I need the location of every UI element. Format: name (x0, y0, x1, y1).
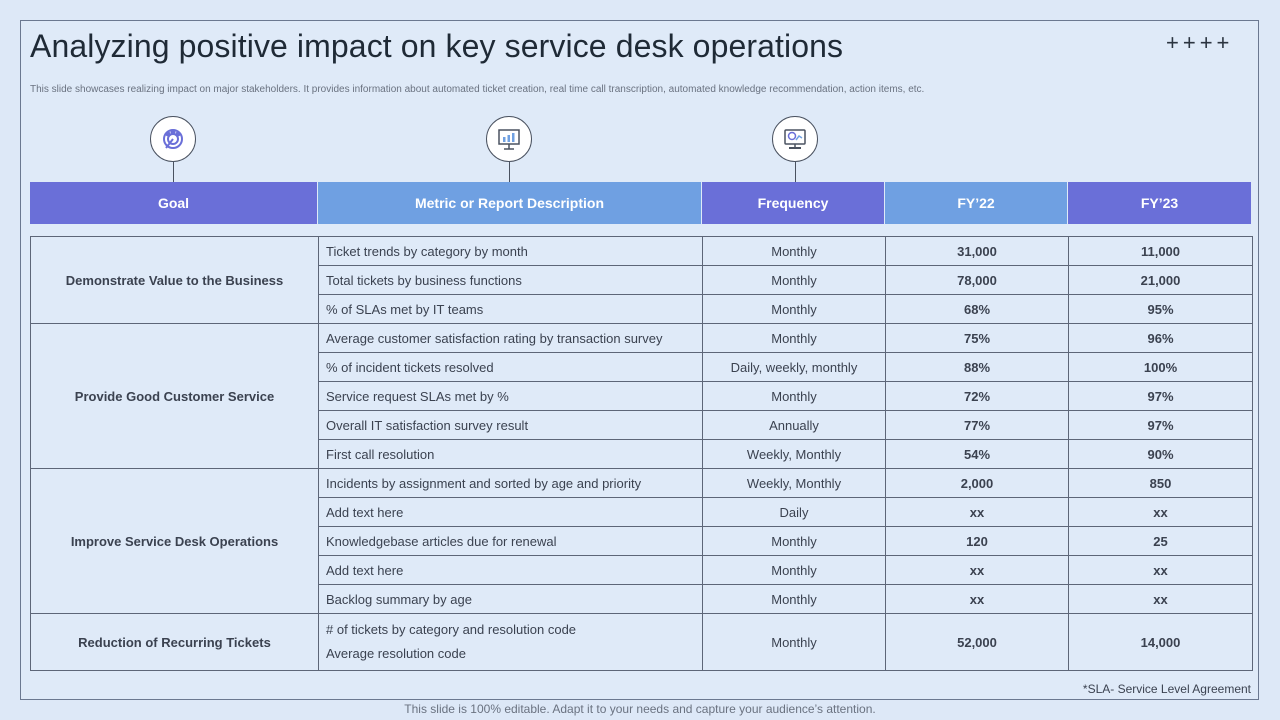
icon-connector (509, 162, 510, 182)
frequency-cell: Annually (702, 410, 886, 440)
fy23-cell: xx (1068, 555, 1253, 585)
metric-cell: Backlog summary by age (318, 584, 703, 614)
goal-cell: Demonstrate Value to the Business (30, 236, 319, 324)
metric-line: # of tickets by category and resolution … (326, 622, 577, 637)
metric-cell: # of tickets by category and resolution … (318, 613, 703, 671)
metric-cell: Average customer satisfaction rating by … (318, 323, 703, 353)
fy22-cell: 77% (885, 410, 1069, 440)
metric-cell: % of incident tickets resolved (318, 352, 703, 382)
frequency-cell: Monthly (702, 265, 886, 295)
table-row: Demonstrate Value to the Business Ticket… (30, 236, 1253, 324)
header-metric: Metric or Report Description (318, 182, 702, 224)
fy22-cell: 120 (885, 526, 1069, 556)
metric-cell: Knowledgebase articles due for renewal (318, 526, 703, 556)
fy23-cell: 21,000 (1068, 265, 1253, 295)
table-row: Improve Service Desk Operations Incident… (30, 468, 1253, 614)
fy23-cell: 11,000 (1068, 236, 1253, 266)
fy23-cell: 90% (1068, 439, 1253, 469)
fy23-cell: 100% (1068, 352, 1253, 382)
target-people-icon (150, 116, 196, 162)
fy23-cell: xx (1068, 497, 1253, 527)
table-row: Reduction of Recurring Tickets # of tick… (30, 613, 1253, 671)
goal-cell: Improve Service Desk Operations (30, 468, 319, 614)
fy22-cell: 78,000 (885, 265, 1069, 295)
presentation-chart-icon (486, 116, 532, 162)
fy22-cell: 52,000 (885, 613, 1069, 671)
metric-cell: Total tickets by business functions (318, 265, 703, 295)
fy22-cell: 68% (885, 294, 1069, 324)
fy23-cell: 95% (1068, 294, 1253, 324)
metric-cell: Ticket trends by category by month (318, 236, 703, 266)
page-subtitle: This slide showcases realizing impact on… (30, 84, 925, 95)
frequency-cell: Weekly, Monthly (702, 439, 886, 469)
page-title: Analyzing positive impact on key service… (30, 28, 844, 64)
frequency-cell: Monthly (702, 381, 886, 411)
frequency-cell: Monthly (702, 236, 886, 266)
metric-cell: Service request SLAs met by % (318, 381, 703, 411)
table-row: Backlog summary by age Monthly xx xx (31, 584, 1253, 614)
table-row: % of incident tickets resolved Daily, we… (31, 352, 1253, 382)
data-table: Demonstrate Value to the Business Ticket… (30, 236, 1253, 671)
frequency-cell: Monthly (702, 526, 886, 556)
fy22-cell: xx (885, 497, 1069, 527)
metric-line: Average resolution code (326, 646, 466, 661)
metric-cell: Incidents by assignment and sorted by ag… (318, 468, 703, 498)
icon-connector (795, 162, 796, 182)
frequency-cell: Monthly (702, 584, 886, 614)
fy23-cell: 96% (1068, 323, 1253, 353)
table-row: Total tickets by business functions Mont… (31, 265, 1253, 295)
metric-cell: Add text here (318, 555, 703, 585)
fy22-cell: xx (885, 584, 1069, 614)
fy22-cell: 2,000 (885, 468, 1069, 498)
header-fy22: FY’22 (885, 182, 1068, 224)
frequency-cell: Daily, weekly, monthly (702, 352, 886, 382)
decorative-plus-marks: ++++ (1166, 30, 1234, 55)
icon-connector (173, 162, 174, 182)
frequency-cell: Weekly, Monthly (702, 468, 886, 498)
fy22-cell: xx (885, 555, 1069, 585)
table-row: % of SLAs met by IT teams Monthly 68% 95… (31, 294, 1253, 324)
frequency-cell: Monthly (702, 613, 886, 671)
metric-cell: Overall IT satisfaction survey result (318, 410, 703, 440)
fy23-cell: xx (1068, 584, 1253, 614)
frequency-cell: Monthly (702, 323, 886, 353)
fy22-cell: 75% (885, 323, 1069, 353)
frequency-cell: Daily (702, 497, 886, 527)
metric-cell: First call resolution (318, 439, 703, 469)
monitor-analytics-icon (772, 116, 818, 162)
fy23-cell: 25 (1068, 526, 1253, 556)
metric-cell: Add text here (318, 497, 703, 527)
fy22-cell: 88% (885, 352, 1069, 382)
table-row: Provide Good Customer Service Average cu… (30, 323, 1253, 469)
sla-footnote: *SLA- Service Level Agreement (1082, 682, 1251, 696)
goal-cell: Provide Good Customer Service (30, 323, 319, 469)
editable-note: This slide is 100% editable. Adapt it to… (404, 702, 876, 716)
goal-cell: Reduction of Recurring Tickets (30, 613, 319, 671)
header-fy23: FY’23 (1068, 182, 1251, 224)
table-row: Knowledgebase articles due for renewal M… (31, 526, 1253, 556)
table-row: First call resolution Weekly, Monthly 54… (31, 439, 1253, 469)
fy23-cell: 97% (1068, 410, 1253, 440)
header-frequency: Frequency (702, 182, 885, 224)
header-goal: Goal (30, 182, 318, 224)
metric-cell: % of SLAs met by IT teams (318, 294, 703, 324)
fy22-cell: 72% (885, 381, 1069, 411)
fy23-cell: 97% (1068, 381, 1253, 411)
frequency-cell: Monthly (702, 555, 886, 585)
fy23-cell: 850 (1068, 468, 1253, 498)
fy22-cell: 31,000 (885, 236, 1069, 266)
fy23-cell: 14,000 (1068, 613, 1253, 671)
frequency-cell: Monthly (702, 294, 886, 324)
table-header-row: Goal Metric or Report Description Freque… (30, 182, 1251, 224)
fy22-cell: 54% (885, 439, 1069, 469)
